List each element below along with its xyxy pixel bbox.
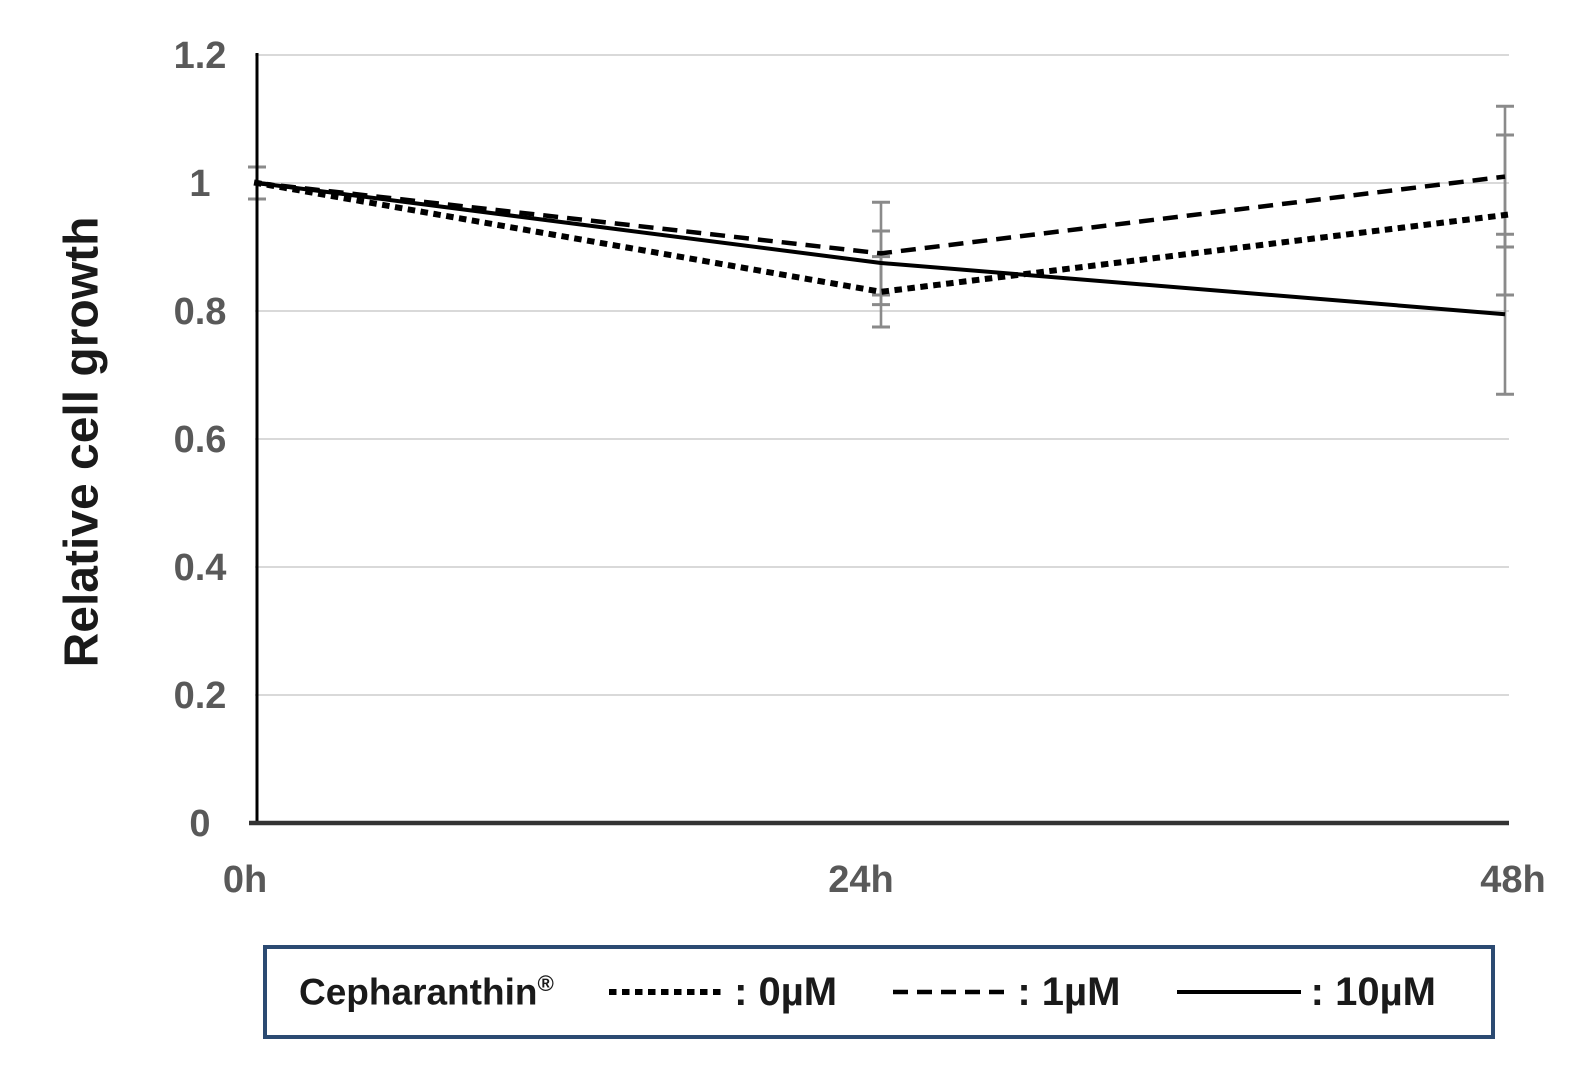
y-tick-label: 0.8 [174,291,227,333]
x-tick-label: 48h [1480,859,1545,901]
legend-item-0um: : 0µM [608,970,837,1015]
legend-item-label: : 0µM [734,969,838,1014]
legend-title-text: Cepharanthin [299,971,538,1013]
legend-item-label: : 10µM [1310,969,1436,1014]
dotted-line-sample-icon [609,989,726,995]
legend-title: Cepharanthin® [299,971,554,1013]
y-tick-label: 0.2 [174,675,227,717]
series-line-1µm [256,174,1506,256]
solid-line-sample-icon [1176,990,1301,994]
x-tick-label: 24h [828,859,893,901]
y-tick-label: 0 [189,803,210,845]
y-tick-label: 0.6 [174,419,227,461]
y-tick-label: 1 [189,163,210,205]
legend-item-label: : 1µM [1017,969,1121,1014]
series-line-10µm [256,181,1506,317]
y-tick-label: 0.4 [174,547,227,589]
legend-item-1um: : 1µM [891,970,1120,1015]
legend-item-10um: : 10µM [1175,970,1436,1015]
legend: Cepharanthin® : 0µM : 1µM : 10µM [263,945,1495,1039]
x-tick-label: 0h [223,859,267,901]
registered-mark: ® [537,970,554,996]
dashed-line-sample-icon [893,989,1008,995]
y-tick-label: 1.2 [174,35,227,77]
series-line-0µm [253,179,1509,295]
